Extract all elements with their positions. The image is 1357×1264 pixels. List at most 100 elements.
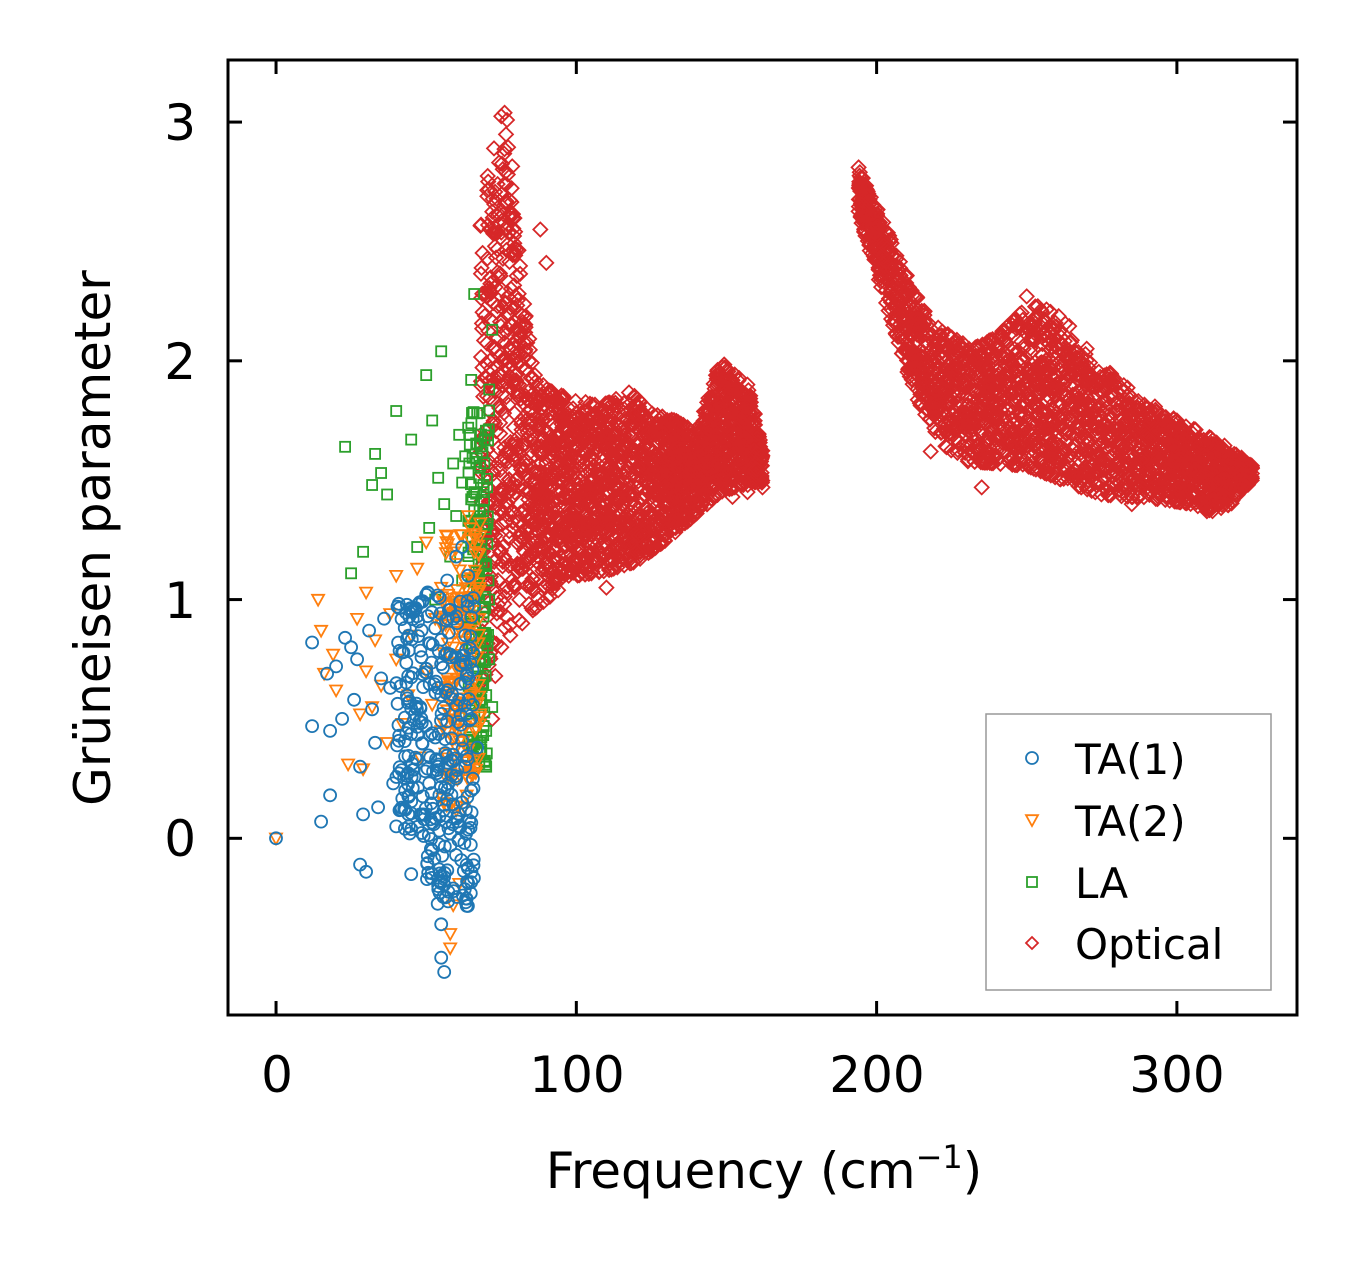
optical-point xyxy=(542,469,559,487)
optical-point xyxy=(1062,447,1079,464)
optical-point xyxy=(494,250,512,267)
optical-point xyxy=(498,578,515,596)
optical-point xyxy=(573,540,590,558)
optical-point xyxy=(473,259,490,277)
optical-point xyxy=(751,472,768,490)
optical-point xyxy=(528,397,545,415)
optical-point xyxy=(1132,404,1150,421)
optical-point xyxy=(507,241,525,259)
optical-point xyxy=(1042,325,1059,343)
optical-point xyxy=(603,543,621,560)
optical-point xyxy=(572,430,590,447)
optical-point xyxy=(949,444,966,462)
optical-point xyxy=(709,472,726,489)
optical-point xyxy=(517,520,535,537)
optical-point xyxy=(619,435,636,452)
optical-point xyxy=(1025,333,1043,350)
optical-point xyxy=(496,104,513,122)
optical-point xyxy=(1067,467,1085,484)
optical-point xyxy=(636,405,653,423)
optical-point xyxy=(578,522,595,539)
optical-point xyxy=(1216,443,1234,461)
optical-point xyxy=(534,494,552,512)
optical-point xyxy=(523,532,541,549)
optical-point xyxy=(511,265,529,283)
optical-point xyxy=(1120,400,1138,417)
optical-point xyxy=(517,316,534,333)
optical-point xyxy=(499,139,517,156)
optical-point xyxy=(630,392,648,410)
optical-point xyxy=(1177,494,1194,512)
optical-point xyxy=(997,389,1015,407)
optical-point xyxy=(529,480,547,497)
optical-point xyxy=(653,445,671,463)
optical-point xyxy=(1060,317,1078,335)
optical-point xyxy=(570,494,588,511)
optical-point xyxy=(738,400,756,418)
optical-point xyxy=(636,543,653,561)
optical-point xyxy=(992,375,1009,392)
optical-point xyxy=(864,205,881,223)
optical-point xyxy=(573,440,591,458)
optical-point xyxy=(509,555,526,572)
optical-point xyxy=(542,405,560,422)
optical-point xyxy=(535,470,553,488)
optical-point xyxy=(1185,485,1203,503)
optical-point xyxy=(619,480,637,498)
optical-point xyxy=(486,183,504,201)
optical-point xyxy=(511,257,529,275)
optical-point xyxy=(1099,412,1117,430)
optical-point xyxy=(634,527,651,545)
optical-point xyxy=(722,418,740,436)
optical-point xyxy=(656,532,674,550)
optical-point xyxy=(472,289,490,307)
optical-point xyxy=(497,194,514,212)
optical-point xyxy=(496,595,513,613)
optical-point xyxy=(489,223,507,241)
optical-point xyxy=(1003,449,1021,466)
optical-point xyxy=(531,463,548,481)
optical-point xyxy=(1046,380,1064,397)
optical-point xyxy=(1165,410,1182,427)
optical-point xyxy=(731,405,749,422)
optical-point xyxy=(1038,465,1055,482)
optical-point xyxy=(1009,439,1027,456)
optical-point xyxy=(1022,459,1040,476)
optical-point xyxy=(957,427,974,444)
optical-point xyxy=(723,430,740,447)
optical-point xyxy=(989,376,1006,393)
optical-point xyxy=(894,307,912,325)
optical-point xyxy=(494,557,511,575)
optical-point xyxy=(513,457,530,474)
optical-point xyxy=(694,456,712,473)
optical-point xyxy=(737,430,754,448)
optical-point xyxy=(528,438,546,455)
optical-point xyxy=(1159,465,1177,483)
optical-point xyxy=(530,499,547,516)
optical-point xyxy=(574,483,592,500)
optical-point xyxy=(953,339,971,356)
optical-point xyxy=(484,209,502,226)
optical-point xyxy=(538,387,555,405)
optical-point xyxy=(1004,409,1021,427)
optical-point xyxy=(501,529,519,547)
optical-point xyxy=(554,562,572,580)
optical-point xyxy=(555,389,572,407)
optical-point xyxy=(569,476,587,494)
optical-point xyxy=(1176,441,1193,458)
optical-point xyxy=(557,566,574,583)
optical-point xyxy=(969,409,986,426)
optical-point xyxy=(510,383,527,400)
optical-point xyxy=(1070,478,1087,495)
optical-point xyxy=(1053,335,1071,353)
optical-point xyxy=(1030,460,1048,478)
optical-branch-1 xyxy=(472,104,771,689)
optical-point xyxy=(568,534,585,551)
optical-point xyxy=(718,418,736,435)
optical-point xyxy=(609,403,627,420)
optical-point xyxy=(532,433,550,451)
optical-point xyxy=(492,317,510,335)
optical-point xyxy=(517,452,534,469)
optical-point xyxy=(551,407,569,425)
optical-point xyxy=(965,415,983,433)
